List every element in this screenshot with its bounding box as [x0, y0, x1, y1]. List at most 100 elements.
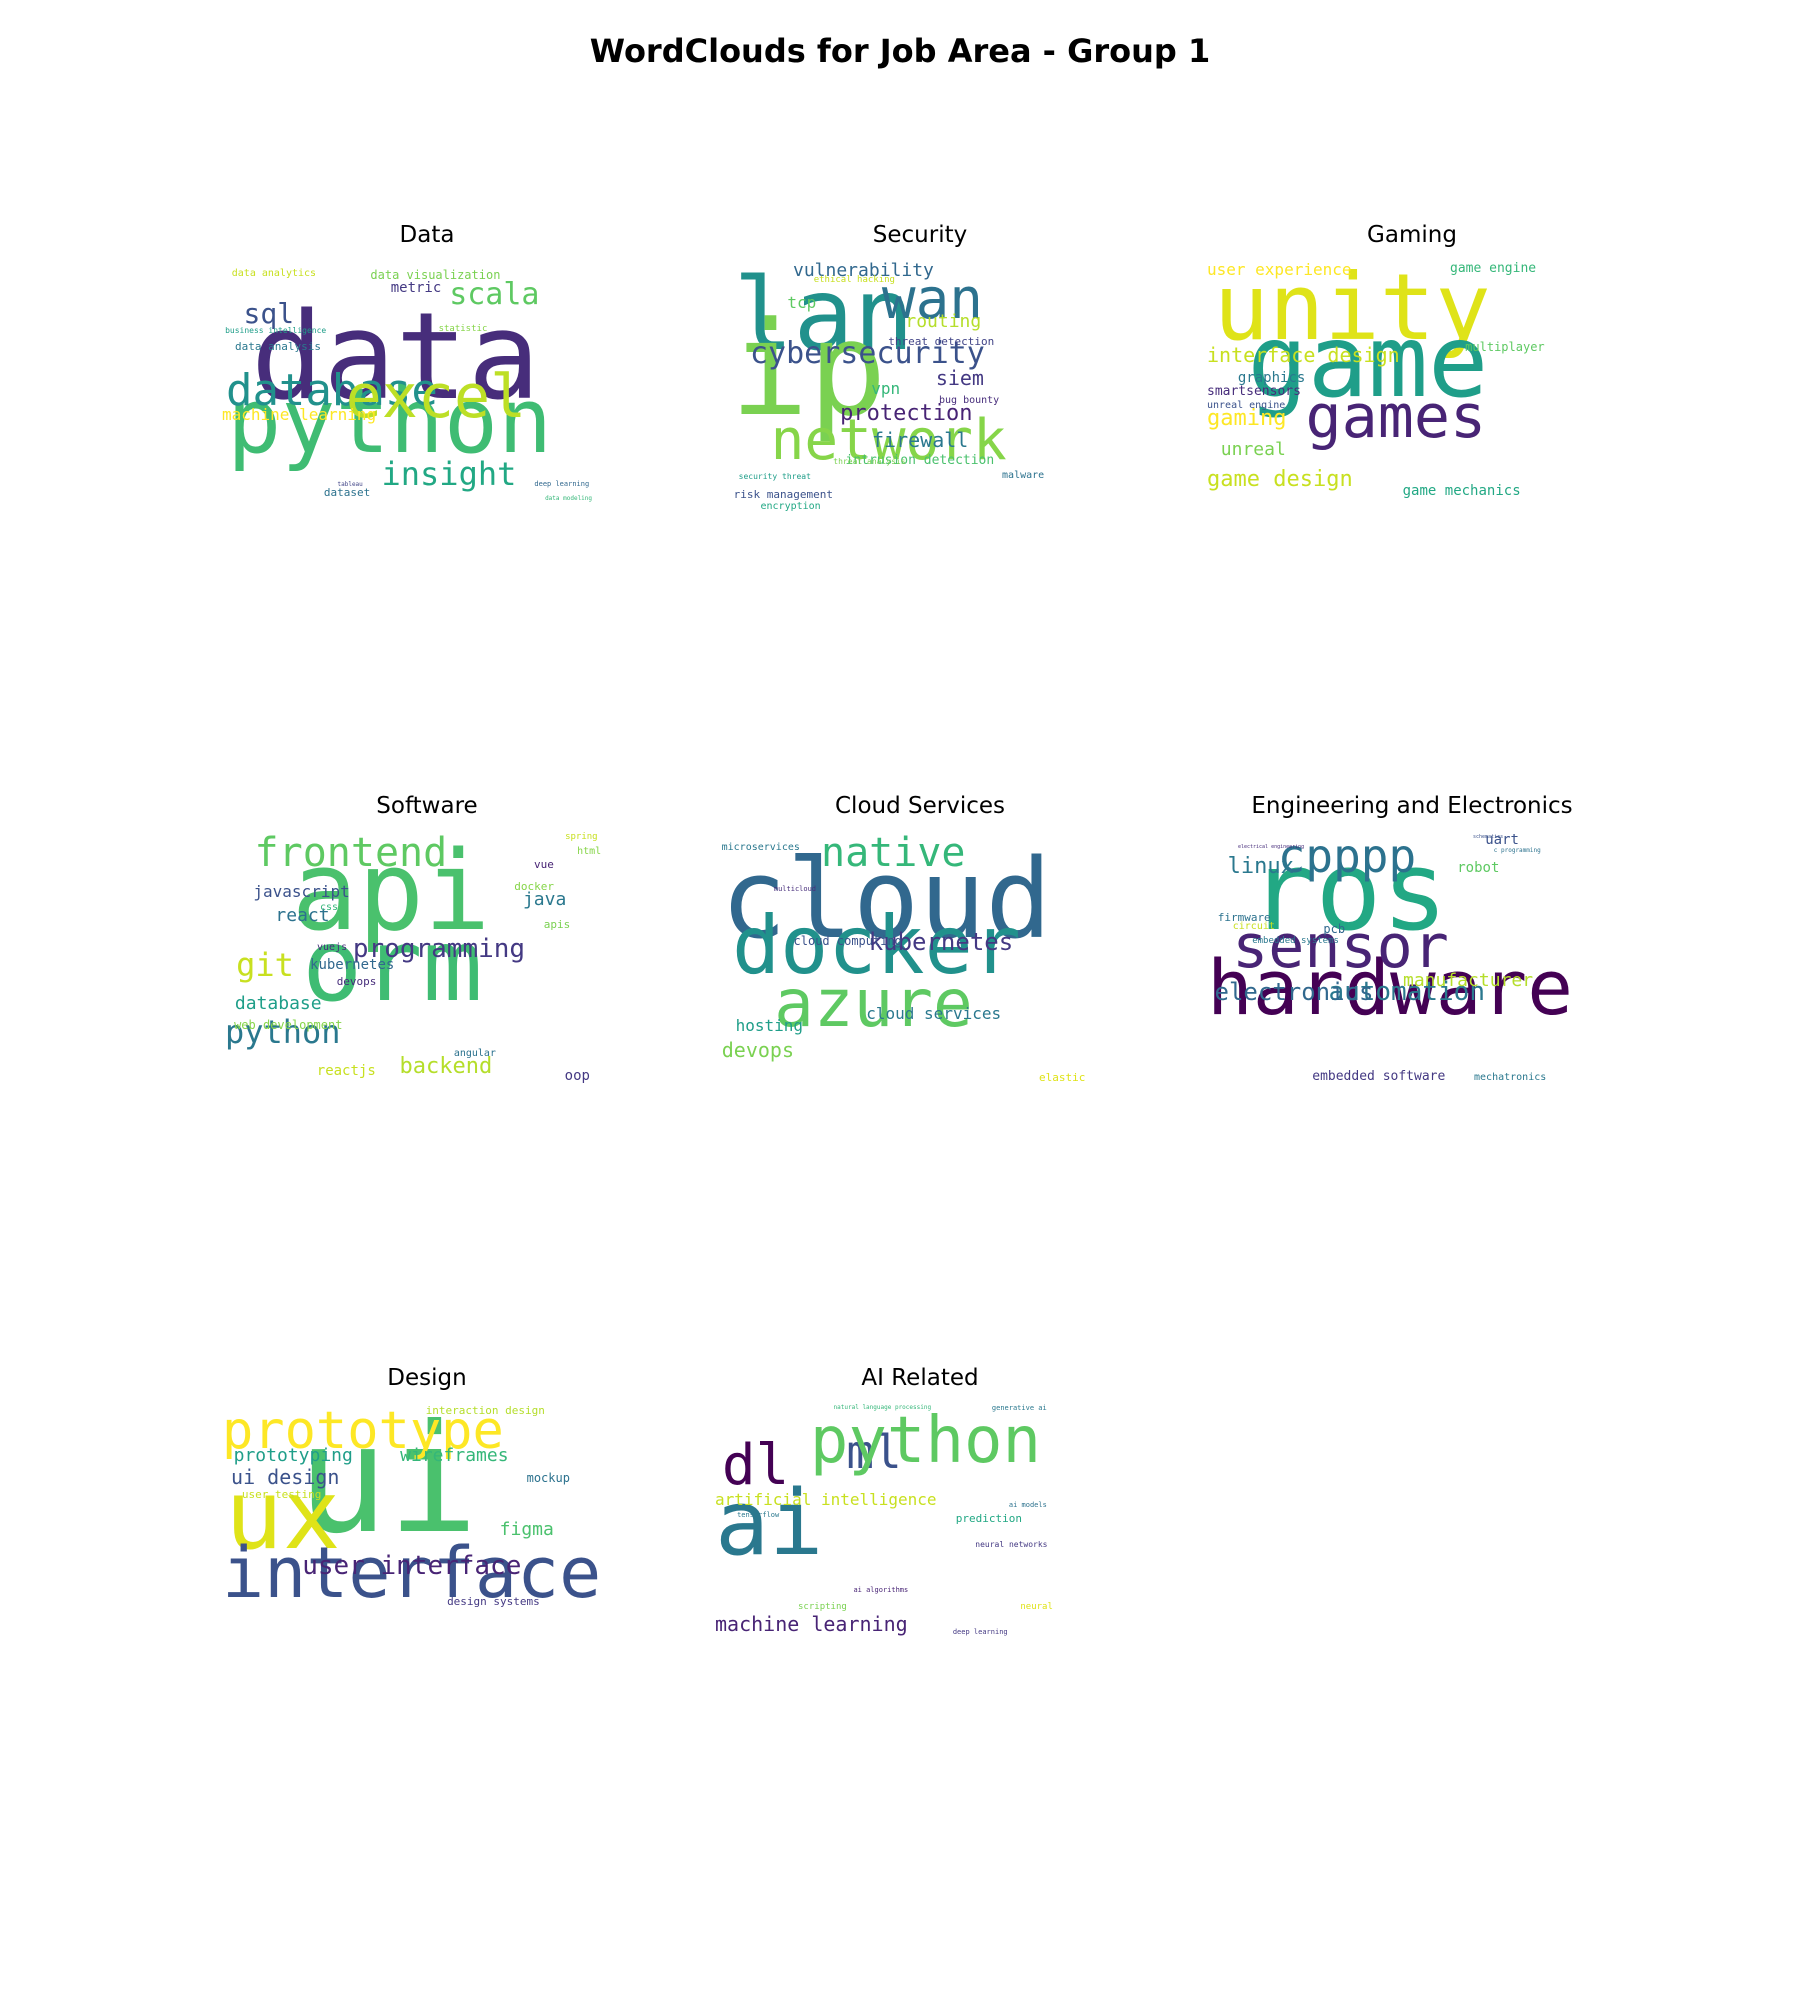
wordcloud-word: linux	[1227, 853, 1294, 879]
wordcloud-word: electronics	[1214, 977, 1374, 1006]
wordcloud-word: network	[770, 408, 1007, 474]
wordcloud-word: web development	[234, 1017, 343, 1032]
wordcloud-word: tcp	[787, 292, 817, 312]
wordcloud-word: security threat	[738, 471, 811, 481]
wordcloud-word: design systems	[447, 1595, 540, 1609]
wordcloud-word: ai algorithms	[853, 1586, 909, 1595]
wordcloud-word: reactjs	[316, 1063, 376, 1080]
wordcloud-word: data analytics	[231, 268, 317, 280]
wordcloud-word: machine learning	[222, 405, 377, 425]
wordcloud-word: statistic	[438, 323, 488, 334]
wordcloud-word: wan	[881, 266, 984, 332]
wordcloud-word: insight	[381, 455, 517, 494]
wordcloud-word: metric	[390, 279, 442, 296]
wordcloud-word: ui design	[231, 1465, 340, 1490]
wordcloud: unity game games user experience game engine…	[1207, 262, 1617, 512]
wordcloud: cloud docker azure native kubernetes cloud se…	[715, 833, 1125, 1083]
wordcloud-word: kubernetes	[310, 957, 395, 974]
wordcloud-word: cybersecurity	[750, 336, 985, 371]
wordcloud-word: vulnerability	[793, 260, 934, 281]
wordcloud-word: bug bounty	[939, 395, 1000, 407]
wordcloud-word: java	[522, 889, 567, 910]
wordcloud-word: business intelligence	[225, 326, 327, 336]
wordcloud-word: firmware	[1217, 910, 1271, 924]
wordcloud-word: prediction	[955, 1511, 1023, 1525]
wordcloud-word: native	[821, 830, 966, 876]
wordcloud-word: threat detection	[888, 335, 995, 349]
panel-title: Engineering and Electronics	[1251, 793, 1573, 819]
wordcloud-word: manufacturer	[1403, 970, 1534, 992]
wordcloud-word: apis	[543, 918, 571, 932]
wordcloud-word: deep learning	[952, 1627, 1008, 1636]
wordcloud-word: ip	[730, 293, 887, 445]
wordcloud-word: figma	[499, 1519, 554, 1540]
wordcloud-word: backend	[399, 1054, 493, 1080]
wordcloud-word: generative ai	[991, 1404, 1047, 1412]
wordcloud-panel: Design ui ux interface prototype user interfa…	[222, 1365, 632, 1655]
wordcloud-word: ux	[224, 1458, 341, 1571]
wordcloud-word: css	[320, 901, 339, 913]
wordcloud-word: encryption	[760, 501, 821, 512]
wordcloud-word: elastic	[1038, 1071, 1086, 1084]
wordcloud-word: vue	[534, 858, 554, 872]
panel-title: Cloud Services	[835, 793, 1005, 819]
wordcloud-word: cpppp	[1277, 829, 1417, 883]
wordcloud-word: angular	[453, 1048, 496, 1059]
wordcloud-word: electrical engineering	[1237, 844, 1305, 851]
figure-title: WordClouds for Job Area - Group 1	[589, 32, 1211, 70]
wordcloud-word: games	[1305, 382, 1487, 453]
wordcloud-word: uart	[1485, 832, 1519, 848]
wordcloud-word: risk management	[733, 488, 833, 502]
wordcloud-word: ml	[846, 1425, 902, 1480]
wordcloud-word: programming	[352, 934, 526, 965]
wordcloud-word: data	[251, 288, 541, 428]
wordcloud-word: tensorflow	[737, 1510, 780, 1519]
panel-title: Data	[399, 222, 455, 248]
wordcloud-word: cloud	[720, 835, 1052, 964]
wordcloud-word: robot	[1457, 860, 1500, 877]
wordcloud: ui ux interface prototype user interface wire…	[222, 1405, 632, 1655]
wordcloud-word: lan	[733, 256, 914, 373]
wordcloud-word: git	[236, 945, 294, 984]
wordcloud-word: prototyping	[233, 1444, 353, 1466]
wordcloud-word: prototype	[222, 1401, 504, 1461]
panel-title: Software	[376, 793, 478, 819]
wordcloud-word: interaction design	[425, 1404, 545, 1417]
wordcloud-word: interface design	[1207, 342, 1400, 367]
wordcloud-word: automation	[1328, 976, 1485, 1007]
wordcloud-word: sql	[243, 296, 295, 330]
wordcloud-word: circuit	[1232, 920, 1275, 932]
wordcloud-word: javascript	[253, 882, 350, 902]
wordcloud-word: data modeling	[545, 495, 593, 503]
wordcloud-panel: Engineering and Electronics ros hardware se…	[1207, 793, 1617, 1083]
wordcloud-word: artificial intelligence	[715, 1489, 937, 1509]
wordcloud: ros hardware sensor cpppp automation electron…	[1207, 833, 1617, 1083]
wordcloud-word: sensor	[1232, 911, 1449, 982]
wordcloud-word: database	[234, 993, 322, 1015]
wordcloud-word: smartsensors	[1207, 384, 1301, 400]
wordcloud-word: python	[227, 369, 553, 475]
wordcloud-word: graphics	[1237, 369, 1306, 386]
wordcloud-word: malware	[1002, 469, 1045, 481]
wordcloud-word: natural language processing	[833, 1404, 932, 1411]
wordcloud-panel: Security lan ip wan network cybersecurity vuln…	[715, 222, 1125, 512]
wordcloud-word: devops	[336, 975, 377, 989]
panel-title: Design	[387, 1365, 467, 1391]
wordcloud-panel: Data data python database excel insight scala s…	[222, 222, 632, 512]
wordcloud-word: hardware	[1207, 942, 1574, 1032]
wordcloud-word: scala	[449, 276, 540, 312]
wordcloud-word: microservices	[721, 841, 800, 853]
wordcloud: api orm frontend programming python git javasc…	[222, 833, 632, 1083]
wordcloud-word: react	[275, 905, 330, 927]
wordcloud-word: data visualization	[370, 268, 501, 283]
wordcloud-word: mockup	[526, 1470, 570, 1485]
wordcloud-word: devops	[721, 1038, 794, 1062]
wordcloud-word: python	[224, 1013, 341, 1052]
wordcloud-word: dl	[721, 1432, 790, 1498]
wordcloud-word: hosting	[735, 1015, 804, 1035]
wordcloud-word: siem	[935, 365, 984, 390]
wordcloud: ai dl ml python artificial intelligence machi…	[715, 1405, 1125, 1655]
wordcloud-word: multiplayer	[1465, 339, 1545, 354]
wordcloud-word: database	[225, 365, 438, 417]
wordcloud-word: threat analysis	[833, 457, 906, 467]
